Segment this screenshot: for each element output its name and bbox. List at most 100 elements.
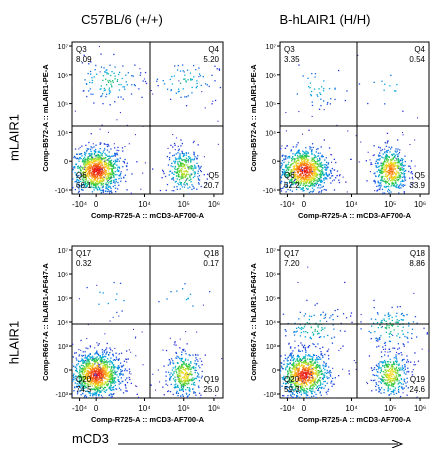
event-point [89,70,92,73]
event-point [105,95,107,98]
event-point [320,173,323,175]
event-point [381,175,383,178]
event-point [97,381,99,383]
event-point [162,80,164,82]
event-point [321,166,323,169]
event-point [93,368,95,370]
event-point [83,377,85,379]
event-point [99,370,101,372]
event-point [176,158,178,160]
event-point [297,171,299,173]
event-point [100,142,102,144]
event-point [305,150,307,153]
event-point [187,171,189,173]
event-point [311,152,313,155]
event-point [390,180,392,182]
event-point [96,382,98,385]
event-point [103,351,106,353]
event-point [323,387,325,389]
event-point [387,161,389,163]
event-point [283,161,285,163]
event-point [327,174,329,177]
event-point [280,148,282,150]
y-tick-label: 10⁷ [58,44,69,51]
event-point [84,165,86,168]
event-point [99,387,101,390]
event-point [410,172,412,174]
event-point [106,173,109,175]
event-point [65,184,66,185]
event-point [318,180,320,182]
event-point [96,351,98,353]
event-point [118,175,120,177]
event-point [191,380,193,382]
event-point [400,172,402,174]
event-point [314,168,316,170]
event-point [380,149,382,152]
event-point [302,346,305,348]
event-point [76,391,79,393]
event-point [98,393,100,396]
event-point [330,171,332,173]
event-point [309,87,311,89]
event-point [346,90,348,92]
event-point [320,179,323,181]
event-point [91,366,94,368]
event-point [300,177,302,179]
event-point [102,382,104,385]
event-point [144,80,147,83]
event-point [380,169,382,171]
event-point [403,191,405,193]
event-point [110,168,112,170]
event-point [404,184,406,186]
event-point [181,171,183,173]
event-point [186,182,188,185]
event-point [100,162,102,164]
event-point [183,71,185,73]
event-point [334,88,336,90]
event-point [99,188,101,191]
event-point [116,160,118,162]
event-point [381,166,383,168]
event-point [305,374,307,376]
event-point [89,346,92,348]
event-point [77,360,80,362]
event-point [108,163,110,165]
event-point [320,171,322,173]
event-point [138,396,140,398]
event-point [317,162,319,165]
event-point [92,160,94,162]
event-point [83,371,85,374]
event-point [192,366,194,368]
event-point [294,194,295,195]
event-point [190,373,192,375]
event-point [288,368,291,370]
event-point [109,190,112,193]
event-point [380,164,382,167]
event-point [117,379,119,381]
event-point [99,166,101,168]
event-point [389,167,391,169]
event-point [85,363,88,365]
x-tick-label: 10⁴ [345,200,358,209]
event-point [384,158,386,160]
event-point [296,162,299,164]
event-point [122,373,124,375]
event-point [307,168,309,170]
event-point [178,388,181,390]
event-point [384,156,387,158]
event-point [108,394,111,396]
event-point [322,174,324,176]
event-point [103,388,105,390]
event-point [290,169,293,172]
event-point [285,130,287,132]
event-point [91,180,93,183]
event-point [122,364,125,366]
event-point [297,181,300,183]
event-point [412,182,414,184]
event-point [299,187,301,189]
event-point [365,160,367,162]
event-point [299,350,301,352]
event-point [338,179,340,181]
event-point [103,176,105,178]
